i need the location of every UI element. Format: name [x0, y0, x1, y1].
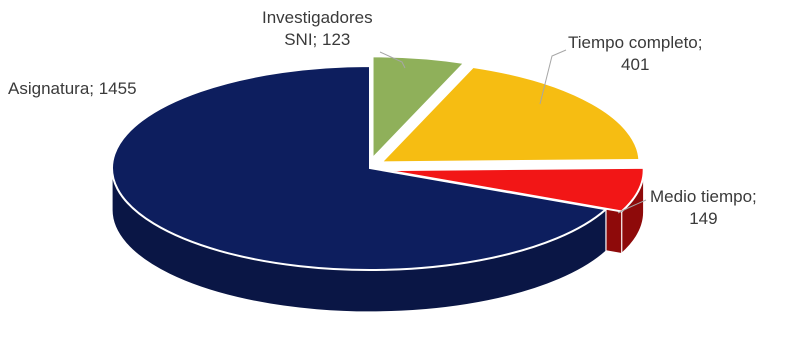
pie-slice-investigadores-sni [371, 55, 467, 161]
leader-line-medio-tiempo [617, 199, 647, 214]
label-tiempo-completo: Tiempo completo; 401 [568, 33, 703, 74]
label-investigadores-sni: Investigadores SNI; 123 [262, 8, 373, 49]
leader-line-investigadores-sni [379, 51, 406, 69]
leader-line-tiempo-completo [539, 49, 567, 105]
label-asignatura: Asignatura; 1455 [8, 79, 137, 98]
pie-slice-tiempo-completo [379, 65, 641, 164]
pie-slices [111, 55, 645, 271]
leader-lines [379, 49, 647, 214]
pie-slice-asignatura [111, 64, 609, 271]
label-medio-tiempo: Medio tiempo; 149 [650, 187, 757, 228]
